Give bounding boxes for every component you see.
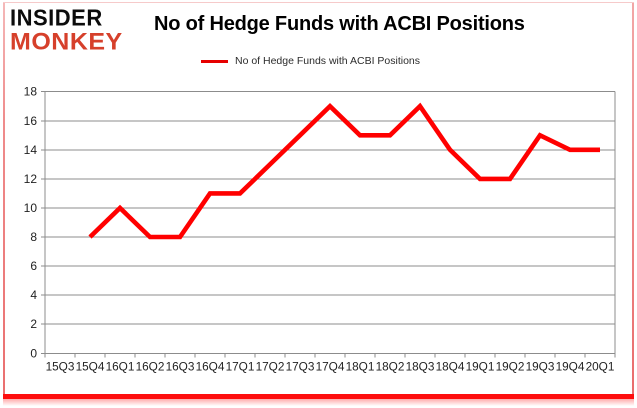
- x-axis-label: 18Q3: [406, 359, 435, 373]
- x-axis-label: 18Q2: [376, 359, 405, 373]
- chart-title: No of Hedge Funds with ACBI Positions: [154, 13, 525, 35]
- y-axis-label: 2: [30, 317, 37, 331]
- frame-right-border: [632, 2, 634, 398]
- x-axis-label: 19Q1: [466, 359, 495, 373]
- y-axis-label: 10: [24, 201, 38, 215]
- x-axis-label: 19Q2: [496, 359, 525, 373]
- y-axis-label: 0: [30, 346, 37, 360]
- x-axis-label: 16Q3: [166, 359, 195, 373]
- x-axis-label: 17Q1: [226, 359, 255, 373]
- x-axis-label: 17Q4: [316, 359, 345, 373]
- x-axis-label: 16Q2: [136, 359, 165, 373]
- legend: No of Hedge Funds with ACBI Positions: [201, 55, 420, 67]
- x-axis-label: 16Q4: [196, 359, 225, 373]
- x-axis-label: 16Q1: [106, 359, 135, 373]
- legend-label: No of Hedge Funds with ACBI Positions: [235, 55, 421, 67]
- y-axis-label: 12: [24, 172, 38, 186]
- x-axis-label: 17Q2: [256, 359, 285, 373]
- x-axis-label: 18Q4: [436, 359, 465, 373]
- logo-monkey-text: MONKEY: [10, 28, 123, 56]
- x-axis-label: 19Q4: [556, 359, 585, 373]
- y-axis-label: 8: [30, 230, 37, 244]
- legend-line-swatch: [201, 59, 228, 63]
- frame-bottom-bar: [3, 394, 634, 399]
- y-axis-label: 18: [24, 85, 38, 99]
- y-axis-label: 6: [30, 259, 37, 273]
- frame-bottom-glow: [3, 399, 634, 406]
- x-axis-label: 19Q3: [526, 359, 555, 373]
- x-axis-label: 18Q1: [346, 359, 375, 373]
- frame-left-border: [3, 2, 5, 398]
- series-line: [88, 102, 600, 240]
- y-axis-label: 16: [24, 114, 38, 128]
- logo-insider-text: INSIDER: [10, 4, 103, 31]
- insider-monkey-logo: INSIDER MONKEY: [10, 4, 123, 56]
- frame-top-border: [3, 2, 634, 3]
- x-axis-label: 15Q4: [76, 359, 105, 373]
- x-axis-label: 17Q3: [286, 359, 315, 373]
- x-axis-label: 15Q3: [46, 359, 75, 373]
- y-axis-label: 4: [30, 288, 37, 302]
- x-axis-label: 20Q1: [586, 359, 615, 373]
- y-axis-label: 14: [24, 143, 38, 157]
